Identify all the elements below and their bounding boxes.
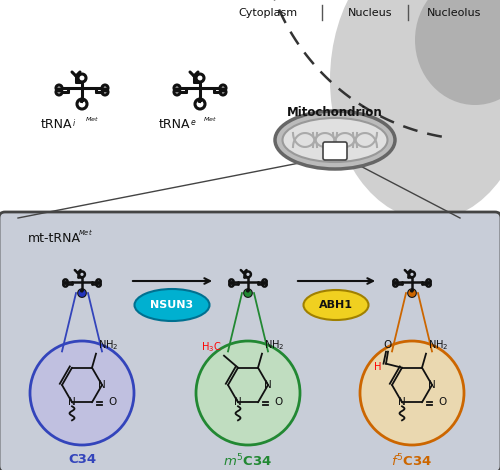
Text: N: N: [98, 380, 106, 390]
Circle shape: [196, 341, 300, 445]
Bar: [0, 0, 500, 220]
Text: N: N: [264, 380, 272, 390]
Text: NH$_2$: NH$_2$: [428, 338, 448, 352]
Text: $^{Met}$: $^{Met}$: [78, 230, 93, 240]
Text: O: O: [438, 397, 446, 407]
Text: N: N: [68, 397, 76, 407]
Text: Mitochondrion: Mitochondrion: [287, 106, 383, 119]
Text: $_i$: $_i$: [72, 118, 76, 130]
Text: NH$_2$: NH$_2$: [264, 338, 284, 352]
Ellipse shape: [330, 0, 500, 220]
Circle shape: [30, 341, 134, 445]
Text: tRNA: tRNA: [40, 118, 72, 131]
Text: C34: C34: [68, 453, 96, 466]
Text: N: N: [428, 380, 436, 390]
Circle shape: [360, 341, 464, 445]
Text: $f^5$C34: $f^5$C34: [392, 453, 432, 470]
Circle shape: [246, 290, 250, 296]
Text: Nucleus: Nucleus: [348, 8, 392, 18]
Ellipse shape: [275, 111, 395, 169]
Text: NH$_2$: NH$_2$: [98, 338, 118, 352]
Text: O: O: [108, 397, 116, 407]
Text: O: O: [274, 397, 282, 407]
Text: ABH1: ABH1: [319, 300, 353, 310]
Text: Nucleolus: Nucleolus: [427, 8, 481, 18]
Ellipse shape: [415, 0, 500, 105]
Text: $m^5$C34: $m^5$C34: [224, 453, 272, 470]
Text: N: N: [398, 397, 406, 407]
Circle shape: [410, 290, 414, 296]
Circle shape: [80, 290, 84, 296]
Ellipse shape: [134, 289, 210, 321]
Text: tRNA: tRNA: [158, 118, 190, 131]
Text: NSUN3: NSUN3: [150, 300, 194, 310]
Text: H: H: [374, 362, 382, 372]
Text: Cytoplasm: Cytoplasm: [238, 8, 298, 18]
Text: O: O: [384, 340, 392, 350]
FancyBboxPatch shape: [323, 142, 347, 160]
Text: $^{Met}$: $^{Met}$: [203, 116, 217, 125]
FancyBboxPatch shape: [0, 212, 500, 470]
Ellipse shape: [282, 118, 388, 162]
Text: mt-tRNA: mt-tRNA: [28, 232, 81, 245]
Ellipse shape: [304, 290, 368, 320]
Text: $^{Met}$: $^{Met}$: [85, 116, 99, 125]
Text: H$_3$C: H$_3$C: [202, 340, 222, 354]
Text: $_e$: $_e$: [190, 118, 196, 128]
Text: N: N: [234, 397, 242, 407]
